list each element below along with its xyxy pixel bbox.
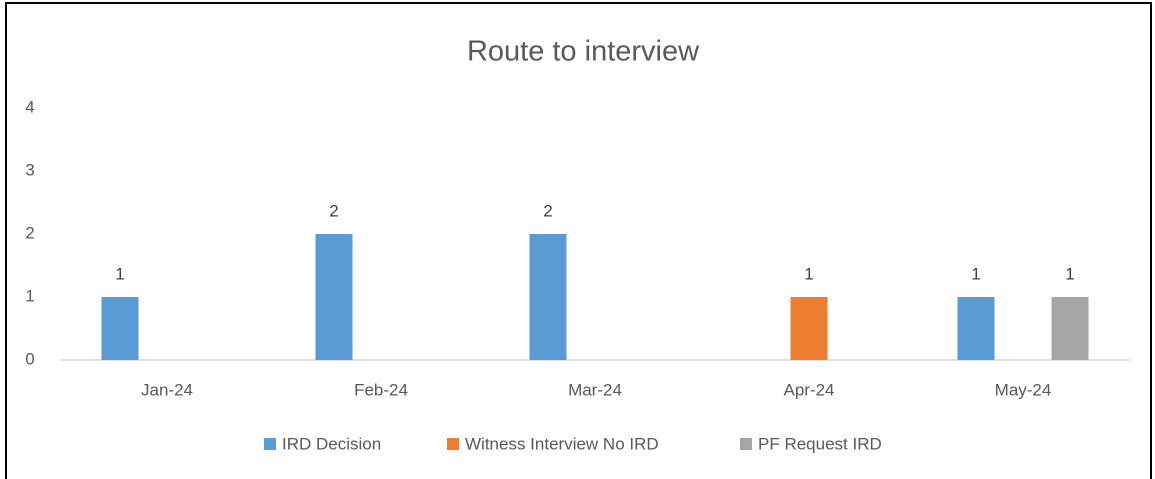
- bar: [957, 297, 995, 360]
- y-tick-label: 2: [25, 223, 34, 242]
- y-tick-label: 0: [25, 349, 34, 368]
- chart-title: Route to interview: [467, 36, 700, 68]
- legend-swatch: [740, 438, 752, 450]
- legend-label: PF Request IRD: [758, 434, 882, 453]
- x-tick-label: Apr-24: [783, 380, 834, 399]
- x-tick-label: Mar-24: [568, 380, 622, 399]
- y-tick-label: 3: [25, 160, 34, 179]
- chart-border: [5, 2, 1152, 479]
- bar: [1051, 297, 1089, 360]
- bar: [790, 297, 828, 360]
- data-label: 2: [329, 201, 338, 220]
- legend-label: IRD Decision: [282, 434, 381, 453]
- y-tick-label: 4: [25, 97, 34, 116]
- data-label: 1: [804, 264, 813, 283]
- y-tick-label: 1: [25, 286, 34, 305]
- x-tick-label: Jan-24: [141, 380, 193, 399]
- bar: [315, 234, 353, 360]
- data-label: 2: [543, 201, 552, 220]
- legend-swatch: [447, 438, 459, 450]
- data-label: 1: [115, 264, 124, 283]
- x-tick-label: May-24: [995, 380, 1052, 399]
- bar: [101, 297, 139, 360]
- x-tick-label: Feb-24: [354, 380, 408, 399]
- bar: [529, 234, 567, 360]
- legend-swatch: [264, 438, 276, 450]
- data-label: 1: [971, 264, 980, 283]
- data-label: 1: [1065, 264, 1074, 283]
- legend-label: Witness Interview No IRD: [465, 434, 659, 453]
